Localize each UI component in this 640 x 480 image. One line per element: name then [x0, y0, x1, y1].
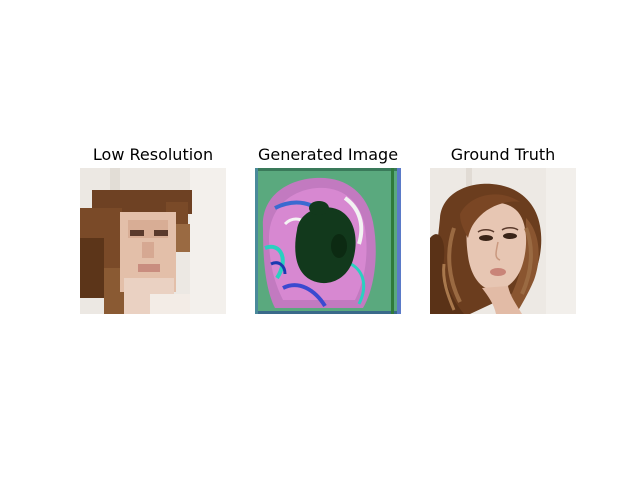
panel-title-generated-image: Generated Image [257, 145, 399, 164]
panel-title-ground-truth: Ground Truth [450, 145, 556, 164]
panel-title-low-resolution: Low Resolution [92, 145, 214, 164]
panel-generated-image: Generated Image [255, 144, 401, 314]
ground-truth-image [430, 168, 576, 314]
panel-low-resolution: Low Resolution [80, 144, 226, 314]
low-resolution-image [80, 168, 226, 314]
panel-ground-truth: Ground Truth [430, 144, 576, 314]
generated-image [255, 168, 401, 314]
